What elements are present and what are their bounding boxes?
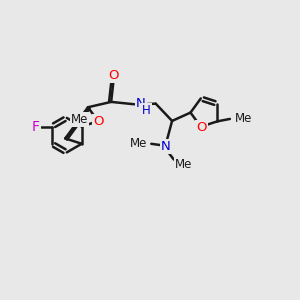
Text: N: N — [136, 97, 146, 110]
Text: O: O — [196, 122, 207, 134]
Text: Me: Me — [70, 113, 88, 126]
Text: H: H — [142, 104, 151, 117]
Text: O: O — [93, 115, 104, 128]
Text: F: F — [32, 119, 40, 134]
Text: N: N — [161, 140, 170, 153]
Text: O: O — [108, 69, 119, 82]
Text: Me: Me — [129, 137, 147, 150]
Text: Me: Me — [235, 112, 253, 125]
Text: Me: Me — [176, 158, 193, 171]
